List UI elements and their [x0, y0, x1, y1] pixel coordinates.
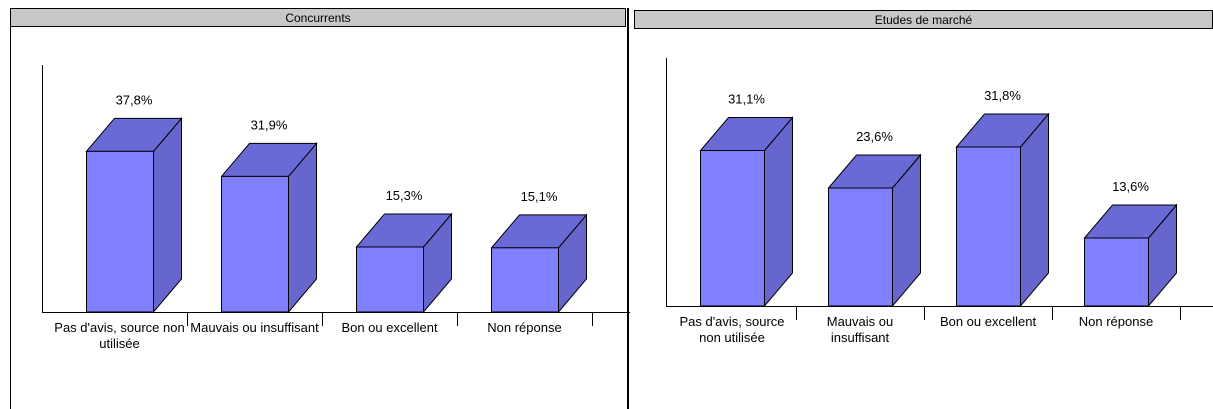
panel-title: Concurrents — [10, 8, 626, 27]
bar — [491, 247, 559, 313]
value-label: 13,6% — [1112, 179, 1149, 194]
value-label: 15,1% — [521, 189, 558, 204]
x-tick-label: Non réponse — [487, 320, 562, 335]
x-tick-label: Bon ou excellent — [341, 320, 438, 335]
x-tick-label: Non réponse — [1078, 314, 1154, 329]
x-tick-label: Mauvais ou insuffisant — [190, 320, 319, 335]
bar — [1084, 237, 1149, 307]
value-label: 23,6% — [856, 129, 893, 144]
bar — [700, 150, 765, 307]
x-tick-label: Pas d'avis, source non utilisée — [679, 314, 785, 345]
value-label: 15,3% — [386, 188, 423, 203]
value-label: 31,9% — [251, 117, 288, 132]
bar-side — [153, 116, 182, 314]
bar — [356, 246, 424, 313]
bar — [86, 150, 154, 313]
bar — [221, 175, 289, 313]
value-label: 31,8% — [984, 88, 1021, 103]
value-label: 37,8% — [116, 92, 153, 107]
bar — [956, 146, 1021, 307]
x-tick-label: Bon ou excellent — [939, 314, 1037, 329]
x-tick-label: Pas d'avis, source non utilisée — [54, 320, 185, 351]
x-tick-label: Mauvais ou insuffisant — [826, 314, 894, 345]
value-label: 31,1% — [728, 92, 765, 107]
bar — [828, 187, 893, 307]
panel-title: Etudes de marché — [634, 10, 1213, 29]
